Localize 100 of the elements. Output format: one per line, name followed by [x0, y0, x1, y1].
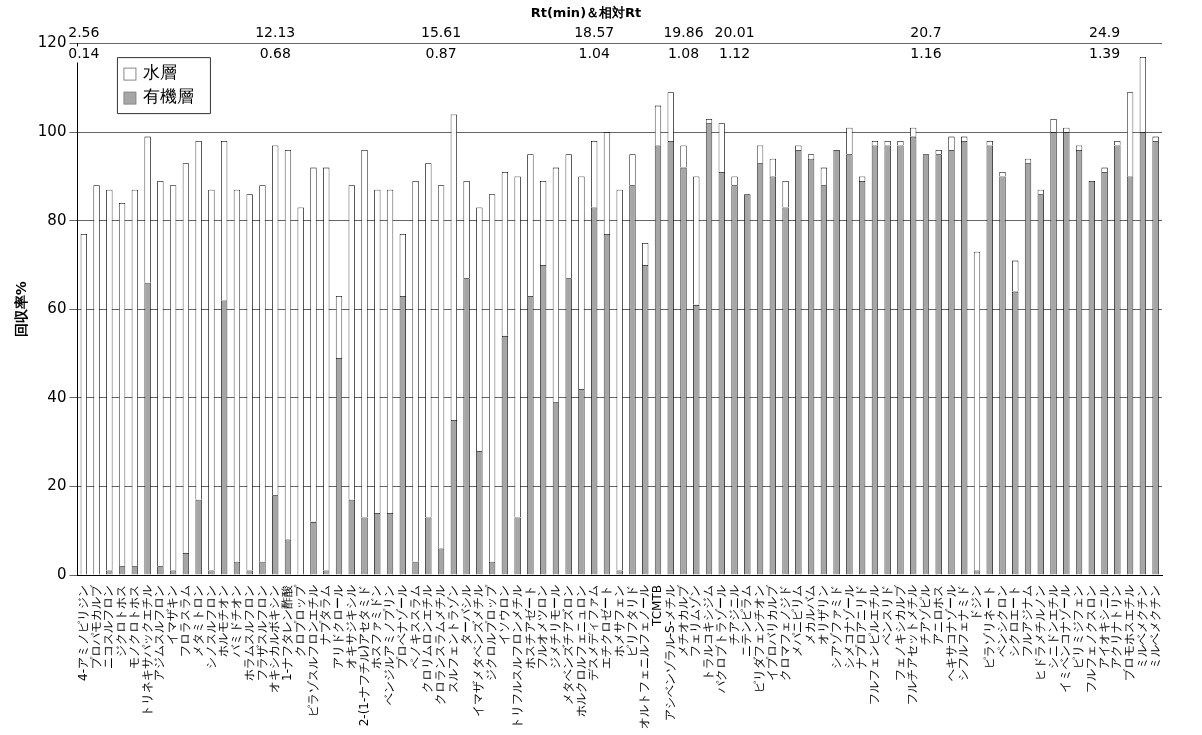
- x-tick-label: エチクロゼート: [599, 585, 614, 669]
- x-tick-label: パクロブトラゾール: [713, 585, 728, 694]
- x-tick-label: メタベンズチアズロン: [560, 585, 575, 705]
- x-tick-label: ホスチアゼート: [522, 585, 537, 669]
- x-tick-label: スルフェントラゾン: [445, 585, 460, 693]
- x-tick-label: アイオキシニル: [1096, 585, 1111, 669]
- x-tick-label: シノスルフロン: [203, 585, 218, 669]
- x-tick-label: ブロモホスエチル: [1122, 585, 1137, 681]
- text: 19.86: [663, 24, 704, 41]
- y-tick-label: 20: [47, 476, 67, 495]
- x-tick-label: シニドンエチル: [1045, 585, 1060, 669]
- annotation: 0.68: [259, 45, 291, 62]
- x-tick-label: ホスファミドン: [369, 585, 384, 669]
- x-tick-label: メチオカルブ: [675, 584, 690, 657]
- y-tick-label: 120: [37, 33, 67, 52]
- x-tick-label: TCMTB: [650, 585, 665, 627]
- annotation: 1.04: [578, 45, 610, 62]
- x-tick-label: ホメサフェン: [611, 585, 626, 657]
- x-tick-label: フルアジナム: [1020, 585, 1035, 657]
- annotation: 0.14: [68, 45, 100, 62]
- x-tick-label: イミベンコナゾール: [1058, 585, 1073, 693]
- x-tick-label: クロリムロンエチル: [420, 585, 435, 693]
- x-tick-label: ペンシクロン: [994, 585, 1009, 657]
- x-tick-label: トリネキサパックエチル: [139, 585, 154, 717]
- x2-axis-title: Rt(min)＆相対Rt: [530, 5, 642, 21]
- y-tick-label: 60: [47, 299, 67, 318]
- x-tick-label: アリドクロール: [331, 585, 346, 669]
- x-tick-label: デスメディファム: [586, 585, 601, 681]
- x-tick-label: フルチアセットメチル: [905, 585, 920, 705]
- y-tick-label: 40: [47, 387, 67, 406]
- x-tick-label: フロラスラム: [178, 585, 193, 657]
- x-tick-label: ミルベメクチン: [1134, 585, 1149, 669]
- text: 20.7: [910, 24, 942, 41]
- x-tick-label: クロマフェノジド: [777, 585, 792, 681]
- x-tick-label: ピリミジフェン: [1071, 585, 1086, 669]
- x-tick-label: オキサジキシル: [343, 585, 358, 669]
- x-tick-label: クロプロップ: [292, 584, 307, 657]
- x-tick-label: メカルバム: [803, 585, 818, 645]
- text: 12.13: [255, 24, 296, 41]
- x-tick-label: ヘキサコナゾール: [943, 585, 958, 681]
- x-tick-label: モノクロトホス: [126, 585, 141, 669]
- x-tick-label: シフルフェナミド: [956, 585, 971, 681]
- x-tick-label: トラルコキシジム: [701, 585, 716, 681]
- x-tick-label: ニコスルフロン: [101, 585, 116, 669]
- x-tick-label: ナプロアニリド: [854, 585, 869, 669]
- x-tick-label: アニロホス: [930, 585, 945, 645]
- x-tick-label: フェノキシカルブ: [892, 584, 907, 681]
- x-tick-label: ジメチリモール: [548, 585, 563, 669]
- x-tick-label: ターバシル: [458, 585, 473, 645]
- x-tick-label: ホルモチオン: [216, 585, 231, 657]
- x-tick-label: アシベンゾラル-S-メチル: [662, 585, 677, 722]
- legend-label: 水層: [143, 62, 178, 83]
- y-tick-label: 0: [56, 564, 67, 583]
- x-tick-label: ホラムスルフロン: [241, 585, 256, 681]
- x-tick-label: シメコナゾール: [841, 585, 856, 669]
- x-tick-label: チアジニル: [726, 585, 741, 645]
- x-tick-label: ジクロルプロップ: [484, 584, 499, 681]
- x-tick-label: トリフルスルフロンメチル: [509, 585, 524, 729]
- x-tick-label: オキシカルボキシン: [267, 585, 282, 693]
- text: 20.01: [714, 24, 755, 41]
- legend-label: 有機層: [143, 86, 195, 107]
- x-tick-label: ニテンピラム: [739, 585, 754, 657]
- x-tick-label: ベンジルアミノプリン: [382, 585, 397, 705]
- x-tick-label: フルフェノクスロン: [1083, 585, 1098, 693]
- annotation: 1.12: [718, 45, 751, 62]
- x-tick-label: ミルベメクチン: [1147, 585, 1162, 669]
- x-tick-label: イソウロン: [497, 585, 511, 645]
- x-tick-label: バミドチオン: [229, 585, 244, 658]
- y-axis-title: 回収率%: [13, 281, 30, 338]
- x-tick-label: ピラゾスルフロンエチル: [305, 585, 320, 717]
- x-tick-label: ペノキススラム: [407, 585, 422, 669]
- x-tick-label: チアゾピル: [918, 585, 933, 645]
- x-tick-label: アクリナトリン: [1109, 585, 1124, 669]
- x-tick-label: ジクロトホス: [114, 585, 129, 657]
- x-tick-label: イマザメタベンズメチル: [471, 585, 486, 717]
- x-tick-label: フルフェンピルエチル: [867, 585, 882, 705]
- x-tick-label: イマザキン: [165, 585, 180, 645]
- annotation: 1.16: [910, 45, 942, 62]
- x-tick-label: アジムスルフロン: [152, 585, 167, 681]
- annotation: 1.08: [667, 45, 700, 62]
- x-tick-label: プロベナゾール: [394, 585, 409, 669]
- x-tick-label: オリザリン: [815, 585, 830, 645]
- text: 2.56: [68, 24, 100, 41]
- annotation: 0.87: [425, 45, 457, 62]
- x-tick-label: メタミトロン: [190, 585, 205, 657]
- text: 15.61: [421, 24, 462, 41]
- text: 24.9: [1089, 24, 1121, 41]
- x-tick-label: フラザスルフロン: [254, 585, 269, 681]
- x-tick-label: フルオメツロン: [535, 585, 550, 669]
- x-tick-label: ヒドラメチルノン: [1032, 585, 1047, 681]
- x-tick-label: ピリフタリド: [624, 585, 639, 657]
- x-tick-label: 1-ナフタレン酢酸: [280, 585, 295, 681]
- x-tick-label: 4-アミノピリジン: [75, 585, 90, 681]
- x-tick-label: 2-(1-ナフチル)アセタミド: [356, 585, 371, 727]
- x-tick-label: ピラゾリネート: [981, 585, 996, 669]
- x-tick-label: クロランスラムメチル: [433, 585, 448, 705]
- x-tick-label: ベンスリド: [879, 585, 894, 645]
- x-tick-label: プロパモカルブ: [88, 584, 103, 669]
- annotation: 1.39: [1089, 45, 1121, 62]
- y-tick-label: 100: [37, 122, 67, 141]
